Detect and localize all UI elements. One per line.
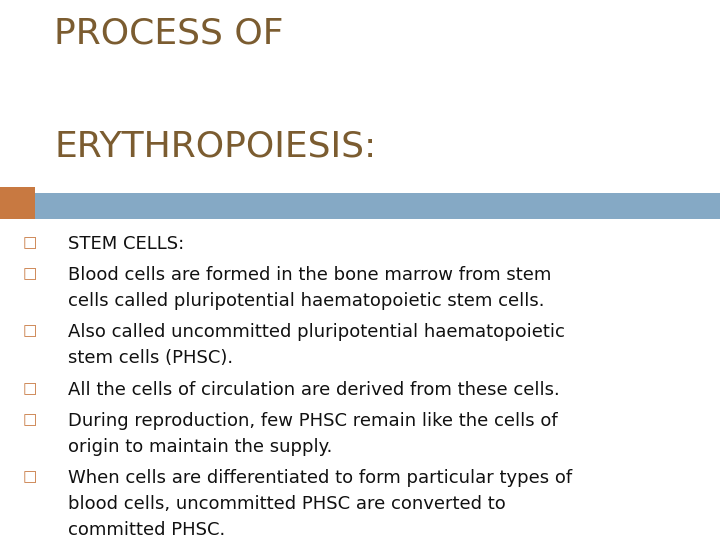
Text: stem cells (PHSC).: stem cells (PHSC). bbox=[68, 349, 233, 367]
Text: Blood cells are formed in the bone marrow from stem: Blood cells are formed in the bone marro… bbox=[68, 266, 552, 284]
Text: All the cells of circulation are derived from these cells.: All the cells of circulation are derived… bbox=[68, 381, 560, 399]
Text: origin to maintain the supply.: origin to maintain the supply. bbox=[68, 438, 333, 456]
Bar bbox=[35, 193, 720, 219]
Text: cells called pluripotential haematopoietic stem cells.: cells called pluripotential haematopoiet… bbox=[68, 292, 545, 310]
Text: committed PHSC.: committed PHSC. bbox=[68, 521, 225, 539]
Text: STEM CELLS:: STEM CELLS: bbox=[68, 235, 184, 253]
Text: PROCESS OF: PROCESS OF bbox=[54, 16, 284, 50]
Text: □: □ bbox=[23, 469, 37, 484]
Text: ERYTHROPOIESIS:: ERYTHROPOIESIS: bbox=[54, 130, 377, 164]
Text: When cells are differentiated to form particular types of: When cells are differentiated to form pa… bbox=[68, 469, 572, 487]
Text: During reproduction, few PHSC remain like the cells of: During reproduction, few PHSC remain lik… bbox=[68, 412, 558, 430]
Text: □: □ bbox=[23, 381, 37, 396]
Text: □: □ bbox=[23, 412, 37, 427]
Text: □: □ bbox=[23, 323, 37, 339]
Text: □: □ bbox=[23, 266, 37, 281]
Bar bbox=[0, 187, 35, 219]
Text: blood cells, uncommitted PHSC are converted to: blood cells, uncommitted PHSC are conver… bbox=[68, 495, 506, 513]
Text: □: □ bbox=[23, 235, 37, 250]
Text: Also called uncommitted pluripotential haematopoietic: Also called uncommitted pluripotential h… bbox=[68, 323, 565, 341]
